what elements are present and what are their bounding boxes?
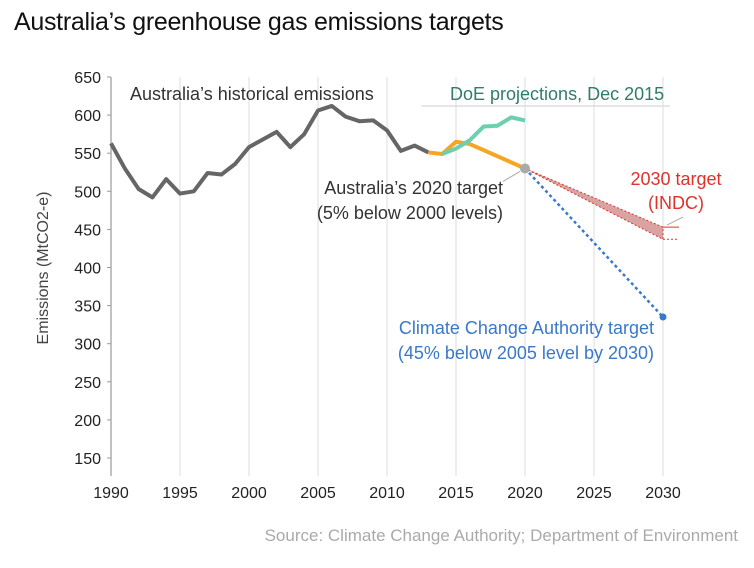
x-tick-label: 1990 [93,485,129,502]
y-tick-label: 650 [74,70,101,87]
cca-line [524,167,664,318]
indc-label-2: (INDC) [648,193,704,213]
cca-label-2: (45% below 2005 level by 2030) [398,343,654,363]
x-tick-label: 2015 [438,485,474,502]
doe-projection-line [441,115,526,156]
target-2020-label-2: (5% below 2000 levels) [317,203,503,223]
y-tick-label: 300 [74,337,101,354]
y-tick-label: 350 [74,299,101,316]
cca-point [659,313,667,321]
historical-line [109,103,430,200]
y-tick-label: 150 [74,451,101,468]
x-tick-label: 1995 [162,485,198,502]
target-2020-label-1: Australia’s 2020 target [324,178,503,198]
x-tick-label: 2010 [369,485,405,502]
target-2020-line [428,139,526,171]
indc-label-1: 2030 target [630,169,721,189]
indc-leader [666,216,684,226]
x-tick-label: 2025 [576,485,612,502]
y-tick-label: 550 [74,146,101,163]
historical-label: Australia’s historical emissions [130,84,374,104]
y-tick-label: 500 [74,184,101,201]
target-2020-leader [502,171,521,182]
y-tick-label: 200 [74,413,101,430]
target-2020-point [520,163,530,174]
x-tick-label: 2030 [645,485,681,502]
doe-label: DoE projections, Dec 2015 [450,84,664,104]
cca-label-1: Climate Change Authority target [399,318,654,338]
indc-band [524,167,664,241]
y-axis-label: Emissions (MtCO2-e) [35,192,52,345]
y-tick-label: 450 [74,222,101,239]
y-tick-label: 600 [74,108,101,125]
y-tick-label: 250 [74,375,101,392]
y-tick-label: 400 [74,261,101,278]
chart-title: Australia’s greenhouse gas emissions tar… [14,8,504,36]
x-tick-label: 2005 [300,485,336,502]
source-note: Source: Climate Change Authority; Depart… [265,526,739,545]
x-tick-label: 2000 [231,485,267,502]
x-tick-label: 2020 [507,485,543,502]
